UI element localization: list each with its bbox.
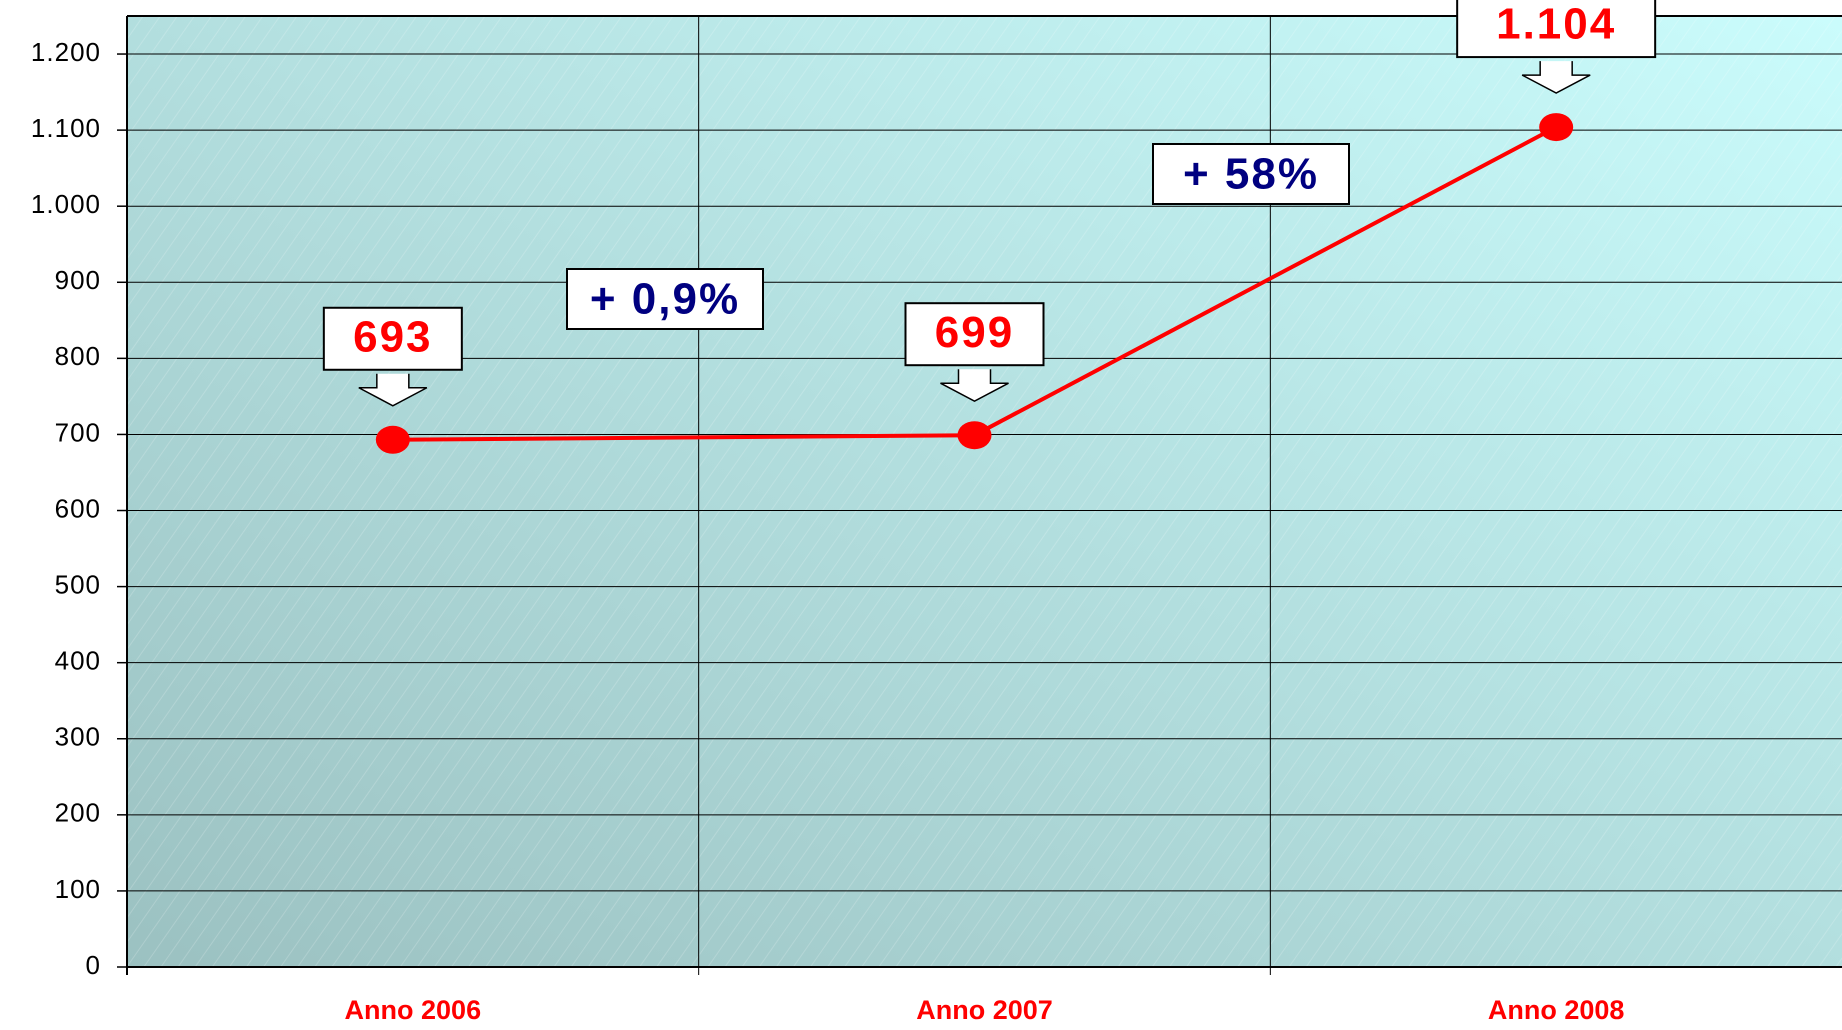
y-tick-label: 300 (55, 722, 101, 752)
annotation-box (1152, 143, 1350, 205)
y-tick-label: 1.000 (31, 189, 101, 219)
callout-arrow (358, 373, 428, 407)
y-tick-label: 900 (55, 265, 101, 295)
callout-box (322, 306, 463, 371)
y-tick-label: 600 (55, 493, 101, 523)
point (375, 425, 410, 454)
callout-box (904, 302, 1045, 367)
callout-arrow (940, 369, 1009, 403)
value-label: 1.104 (1496, 0, 1616, 49)
callout-arrow (1521, 61, 1591, 94)
y-tick-label: 200 (55, 798, 101, 828)
annotation: + 0,9% (590, 275, 740, 324)
point (957, 421, 992, 450)
y-tick-label: 100 (55, 874, 101, 904)
x-tick-label: Anno 2008 (1488, 995, 1625, 1025)
y-tick-label: 0 (86, 950, 101, 980)
y-tick-label: 1.200 (31, 37, 101, 67)
x-tick-label: Anno 2007 (916, 995, 1053, 1025)
annotation: + 58% (1183, 150, 1319, 199)
value-label: 699 (935, 308, 1014, 357)
y-tick-label: 800 (55, 341, 101, 371)
y-tick-label: 400 (55, 646, 101, 676)
y-tick-label: 500 (55, 569, 101, 599)
y-tick-label: 700 (55, 417, 101, 447)
callout-box (1456, 0, 1657, 59)
x-tick-label: Anno 2006 (345, 995, 482, 1025)
value-label: 693 (353, 312, 432, 361)
y-tick-label: 1.100 (31, 113, 101, 143)
annotation-box (566, 268, 764, 330)
plot-hatch (127, 16, 1842, 967)
point (1539, 113, 1574, 142)
